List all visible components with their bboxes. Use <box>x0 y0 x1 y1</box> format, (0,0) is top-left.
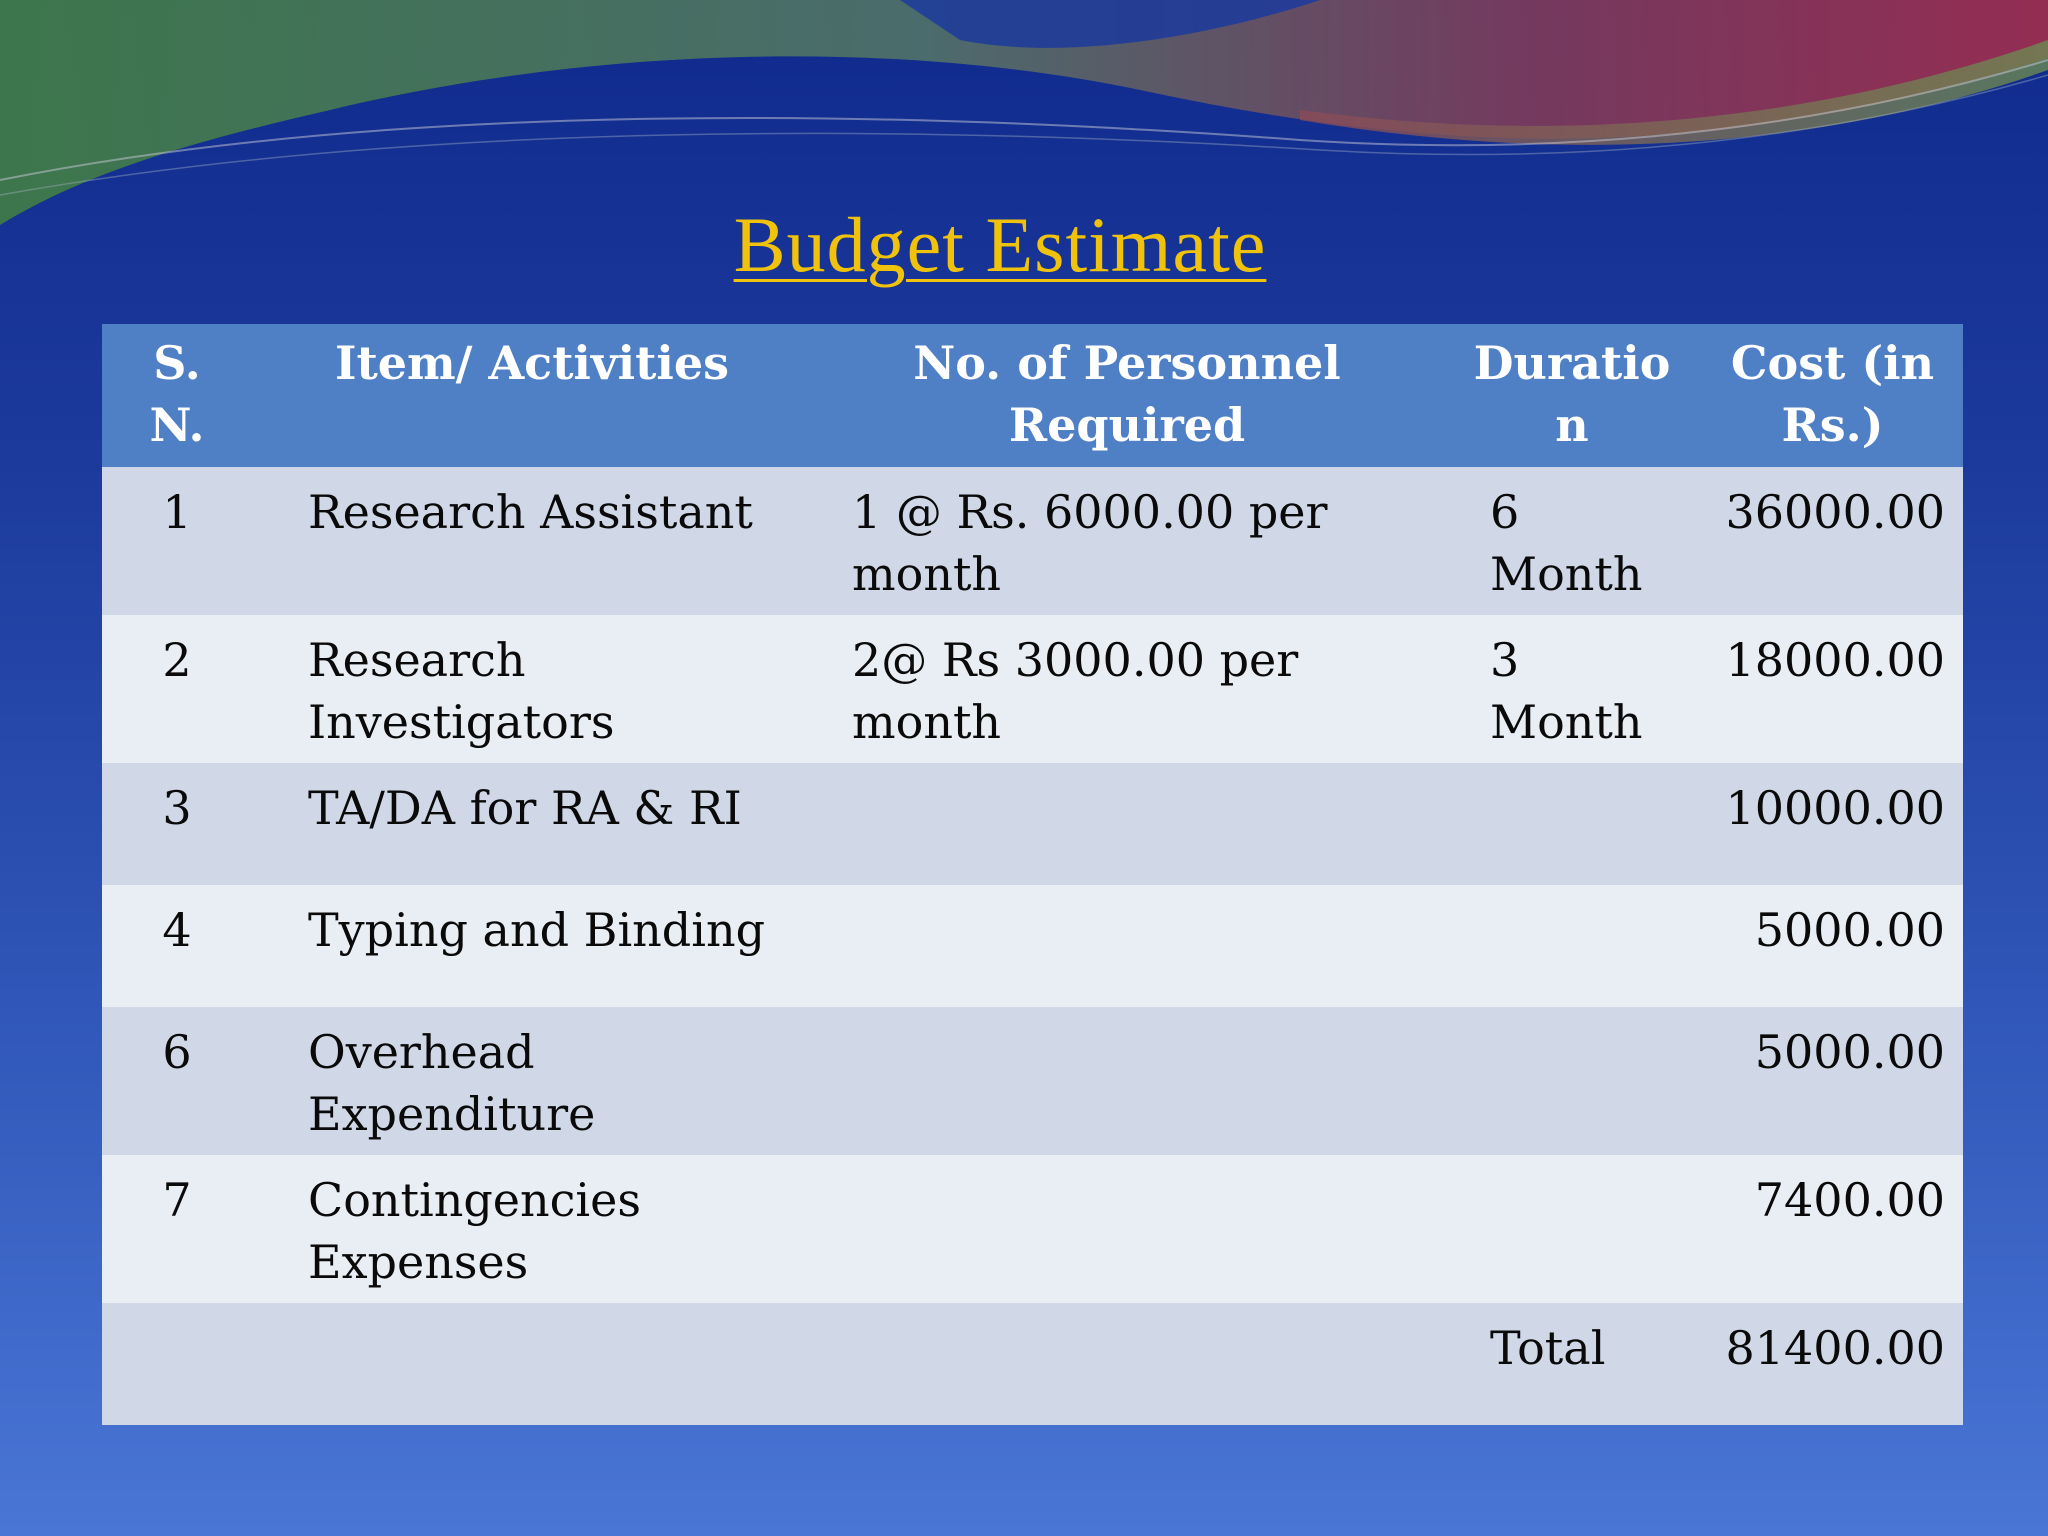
cell-personnel: 2@ Rs 3000.00 per month <box>812 615 1442 763</box>
cell-item: Contingencies Expenses <box>252 1155 812 1303</box>
table-row: 4 Typing and Binding 5000.00 <box>102 885 1963 1007</box>
cell-personnel: 1 @ Rs. 6000.00 per month <box>812 467 1442 615</box>
cell-item: Research Investigators <box>252 615 812 763</box>
cell-cost: 10000.00 <box>1702 763 1963 885</box>
budget-table: S. N. Item/ Activities No. of Personnel … <box>102 324 1963 1425</box>
cell-duration: 3 Month <box>1442 615 1702 763</box>
cell-sn-empty <box>102 1303 252 1425</box>
header-duration: Duratio n <box>1442 324 1702 467</box>
cell-duration <box>1442 1007 1702 1155</box>
cell-duration <box>1442 763 1702 885</box>
cell-sn: 3 <box>102 763 252 885</box>
cell-personnel <box>812 763 1442 885</box>
table-row: 6 Overhead Expenditure 5000.00 <box>102 1007 1963 1155</box>
cell-cost: 7400.00 <box>1702 1155 1963 1303</box>
cell-duration <box>1442 1155 1702 1303</box>
cell-cost: 18000.00 <box>1702 615 1963 763</box>
total-cost: 81400.00 <box>1702 1303 1963 1425</box>
header-personnel: No. of Personnel Required <box>812 324 1442 467</box>
table-row: 2 Research Investigators 2@ Rs 3000.00 p… <box>102 615 1963 763</box>
cell-duration: 6 Month <box>1442 467 1702 615</box>
table-total-row: Total 81400.00 <box>102 1303 1963 1425</box>
cell-duration <box>1442 885 1702 1007</box>
header-sn: S. N. <box>102 324 252 467</box>
cell-sn: 2 <box>102 615 252 763</box>
cell-personnel <box>812 1155 1442 1303</box>
cell-cost: 36000.00 <box>1702 467 1963 615</box>
cell-sn: 4 <box>102 885 252 1007</box>
cell-personnel <box>812 1007 1442 1155</box>
table-row: 7 Contingencies Expenses 7400.00 <box>102 1155 1963 1303</box>
cell-item: TA/DA for RA & RI <box>252 763 812 885</box>
cell-cost: 5000.00 <box>1702 1007 1963 1155</box>
table-header-row: S. N. Item/ Activities No. of Personnel … <box>102 324 1963 467</box>
table-row: 1 Research Assistant 1 @ Rs. 6000.00 per… <box>102 467 1963 615</box>
header-item: Item/ Activities <box>252 324 812 467</box>
cell-sn: 7 <box>102 1155 252 1303</box>
table-row: 3 TA/DA for RA & RI 10000.00 <box>102 763 1963 885</box>
total-label: Total <box>1442 1303 1702 1425</box>
slide-title: Budget Estimate <box>733 201 1267 288</box>
header-cost: Cost (in Rs.) <box>1702 324 1963 467</box>
cell-personnel-empty <box>812 1303 1442 1425</box>
cell-sn: 1 <box>102 467 252 615</box>
cell-item: Overhead Expenditure <box>252 1007 812 1155</box>
cell-item: Research Assistant <box>252 467 812 615</box>
cell-cost: 5000.00 <box>1702 885 1963 1007</box>
header-wave-decoration <box>0 0 2048 225</box>
cell-sn: 6 <box>102 1007 252 1155</box>
cell-personnel <box>812 885 1442 1007</box>
cell-item: Typing and Binding <box>252 885 812 1007</box>
cell-item-empty <box>252 1303 812 1425</box>
